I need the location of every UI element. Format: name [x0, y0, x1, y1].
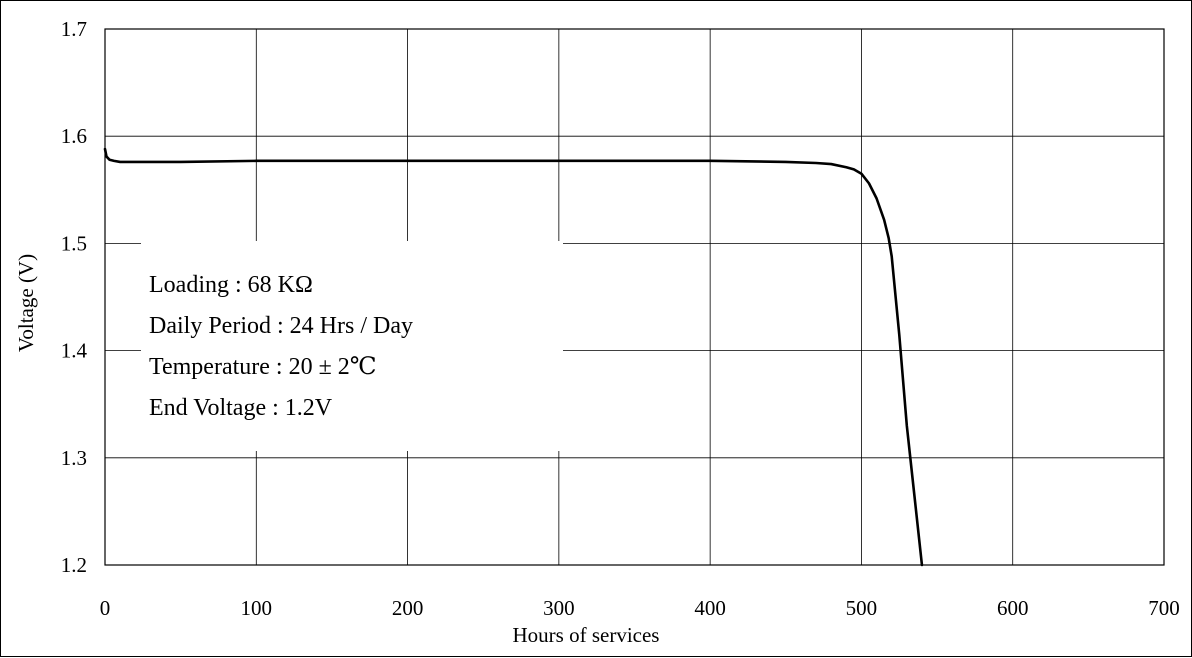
y-tick-label: 1.2	[61, 553, 87, 577]
y-tick-label: 1.3	[61, 446, 87, 470]
y-axis-title: Voltage (V)	[14, 254, 38, 352]
y-tick-label: 1.7	[61, 17, 87, 41]
annotation-end-voltage: End Voltage : 1.2V	[149, 395, 333, 421]
series-line	[103, 147, 924, 567]
x-tick-label: 700	[1148, 596, 1180, 620]
x-axis-ticks: 0 100 200 300 400 500 600 700	[100, 596, 1180, 620]
annotation-temperature: Temperature : 20 ± 2℃	[149, 354, 377, 380]
x-tick-label: 300	[543, 596, 575, 620]
annotation-daily-period: Daily Period : 24 Hrs / Day	[149, 313, 413, 339]
annotation-box	[141, 241, 563, 451]
series-layer	[103, 147, 924, 567]
y-axis-ticks: 1.2 1.3 1.4 1.5 1.6 1.7	[61, 17, 88, 577]
annotation-loading: Loading : 68 KΩ	[149, 272, 313, 298]
x-tick-label: 500	[846, 596, 878, 620]
plot-area	[104, 28, 1165, 566]
x-tick-label: 600	[997, 596, 1029, 620]
x-tick-label: 200	[392, 596, 424, 620]
y-tick-label: 1.5	[61, 231, 87, 255]
x-tick-label: 0	[100, 596, 111, 620]
x-tick-label: 100	[241, 596, 273, 620]
y-tick-label: 1.6	[61, 124, 87, 148]
x-tick-label: 400	[694, 596, 726, 620]
x-axis-title: Hours of services	[513, 623, 660, 647]
y-tick-label: 1.4	[61, 339, 88, 363]
